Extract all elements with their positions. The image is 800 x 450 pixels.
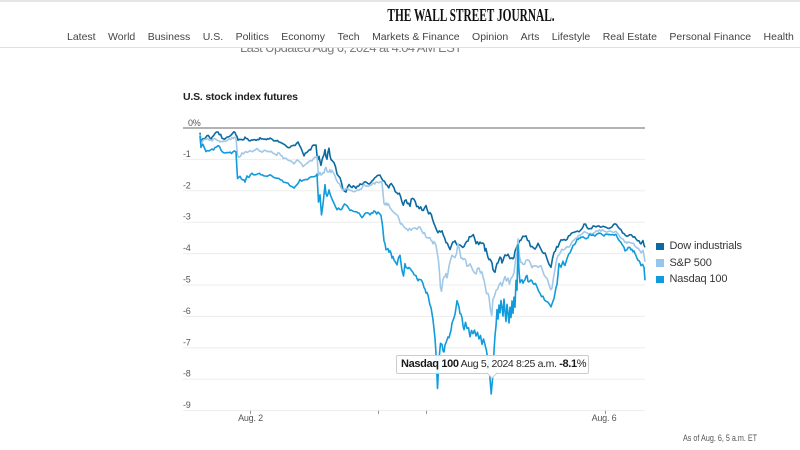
svg-text:-7: -7 [183,337,191,347]
svg-text:0%: 0% [188,118,201,128]
svg-text:-9: -9 [183,400,191,410]
svg-text:-3: -3 [183,212,191,222]
svg-text:Aug. 2: Aug. 2 [238,413,263,423]
svg-text:-6: -6 [183,306,191,316]
svg-text:-8: -8 [183,369,191,379]
svg-text:Aug. 6: Aug. 6 [592,413,617,423]
svg-text:-1: -1 [183,149,191,159]
svg-text:-4: -4 [183,243,191,253]
svg-text:-5: -5 [183,275,191,285]
svg-text:-2: -2 [183,180,191,190]
